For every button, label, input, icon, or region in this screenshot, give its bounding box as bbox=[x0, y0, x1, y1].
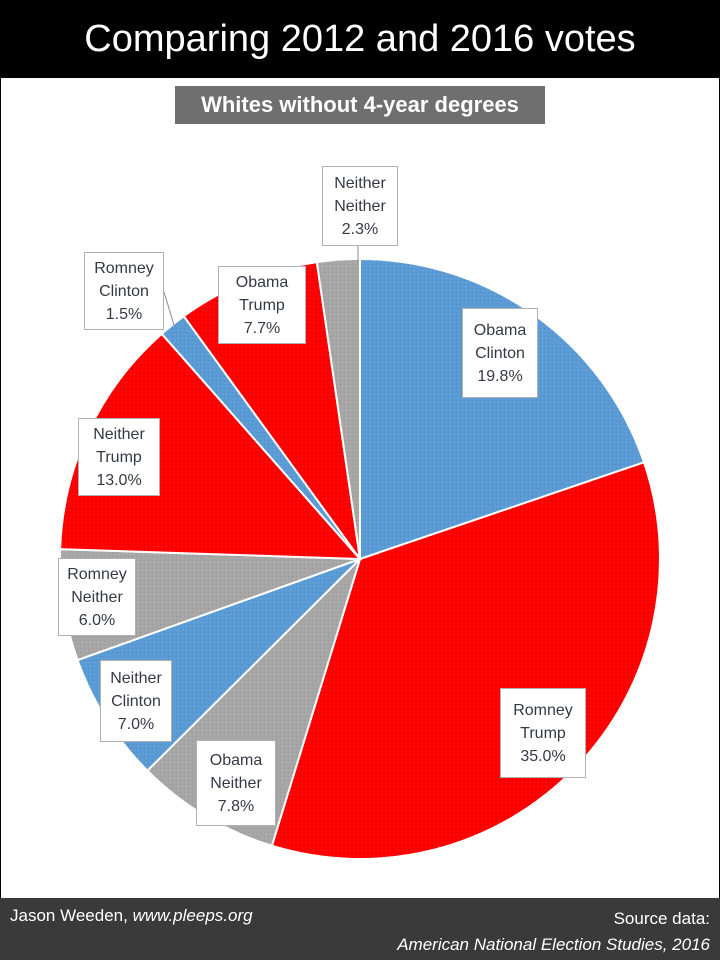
footer-site: www.pleeps.org bbox=[132, 906, 253, 925]
data-label-value: 13.0% bbox=[96, 471, 142, 489]
data-label-2012: Neither bbox=[93, 425, 145, 443]
data-label: Romney Neither 6.0% bbox=[58, 558, 136, 636]
data-label-value: 35.0% bbox=[520, 747, 566, 765]
title-bar bbox=[0, 0, 720, 78]
chart-subtitle: Whites without 4-year degrees bbox=[175, 86, 545, 124]
data-label-2012: Romney bbox=[67, 565, 127, 583]
data-label: Neither Clinton 7.0% bbox=[100, 660, 172, 742]
data-label-2012: Neither bbox=[334, 174, 386, 192]
data-label: Obama Clinton 19.8% bbox=[462, 308, 538, 398]
data-label-2016: Neither bbox=[210, 774, 262, 792]
data-label-2016: Trump bbox=[96, 448, 142, 466]
data-label-2012: Obama bbox=[235, 273, 289, 291]
data-label-2016: Neither bbox=[334, 197, 386, 215]
page-title: Comparing 2012 and 2016 votes bbox=[84, 18, 636, 60]
footer: Jason Weeden, www.pleeps.org Source data… bbox=[0, 898, 720, 960]
data-label: Neither Neither 2.3% bbox=[322, 166, 398, 246]
data-label-2016: Clinton bbox=[111, 692, 161, 710]
data-label-2016: Trump bbox=[520, 724, 566, 742]
pie-slice-texture bbox=[161, 316, 360, 559]
data-label-value: 1.5% bbox=[105, 305, 143, 323]
data-label: Obama Trump 7.7% bbox=[218, 266, 306, 344]
footer-source-label: Source data: bbox=[613, 909, 710, 928]
data-label-value: 7.0% bbox=[117, 715, 155, 733]
data-label-value: 7.8% bbox=[217, 797, 255, 815]
leader-line bbox=[163, 291, 175, 326]
pie-slice-texture bbox=[60, 333, 360, 559]
footer-source-name: American National Election Studies, 2016 bbox=[397, 935, 710, 954]
data-label-value: 7.7% bbox=[243, 319, 281, 337]
data-label-2016: Clinton bbox=[475, 344, 525, 362]
data-label: Neither Trump 13.0% bbox=[78, 418, 160, 496]
data-label-2012: Romney bbox=[513, 701, 573, 719]
data-label-2016: Clinton bbox=[99, 282, 149, 300]
data-label-value: 6.0% bbox=[78, 611, 116, 629]
data-label-2016: Neither bbox=[71, 588, 123, 606]
data-label-2012: Obama bbox=[209, 751, 263, 769]
footer-credit: Jason Weeden, www.pleeps.org bbox=[10, 906, 253, 926]
data-label: Obama Neither 7.8% bbox=[196, 740, 276, 826]
pie-slice-texture bbox=[316, 259, 360, 559]
pie-slice-texture bbox=[360, 259, 645, 559]
data-label-value: 19.8% bbox=[477, 367, 523, 385]
data-label-value: 2.3% bbox=[341, 220, 379, 238]
footer-author: Jason Weeden, bbox=[10, 906, 128, 925]
data-label-2012: Neither bbox=[110, 669, 162, 687]
data-label-2012: Obama bbox=[473, 321, 527, 339]
data-label: Romney Trump 35.0% bbox=[500, 688, 586, 778]
footer-source: Source data: American National Election … bbox=[397, 906, 710, 958]
data-label: Romney Clinton 1.5% bbox=[84, 252, 164, 330]
data-label-2016: Trump bbox=[239, 296, 285, 314]
data-label-2012: Romney bbox=[94, 259, 154, 277]
